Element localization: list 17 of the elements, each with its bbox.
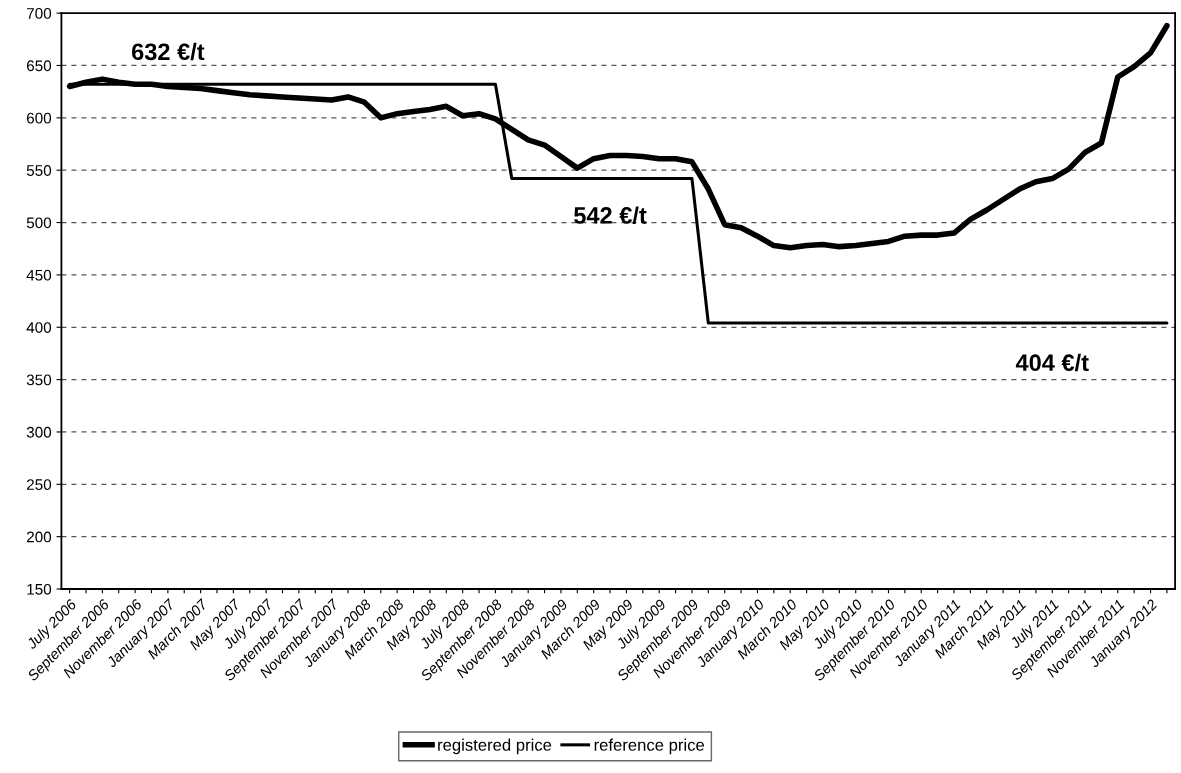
y-tick-label: 450 [26, 269, 52, 281]
legend-label: registered price [438, 738, 552, 755]
annotation: 542 €/t [574, 206, 647, 225]
y-tick-label: 350 [26, 374, 52, 386]
y-tick-label: 300 [26, 426, 52, 438]
y-tick-label: 600 [26, 112, 52, 124]
y-tick-label: 500 [26, 217, 52, 229]
y-tick-label: 150 [27, 583, 52, 595]
y-tick-label: 250 [26, 479, 52, 491]
y-tick-label: 400 [26, 322, 52, 333]
legend-label: reference price [594, 738, 705, 755]
y-tick-label: 550 [26, 165, 52, 176]
y-tick-label: 700 [26, 8, 52, 19]
annotation: 404 €/t [1015, 353, 1089, 372]
y-tick-label: 200 [26, 531, 52, 543]
y-tick-label: 650 [26, 60, 52, 72]
annotation: 632 €/t [131, 42, 205, 61]
